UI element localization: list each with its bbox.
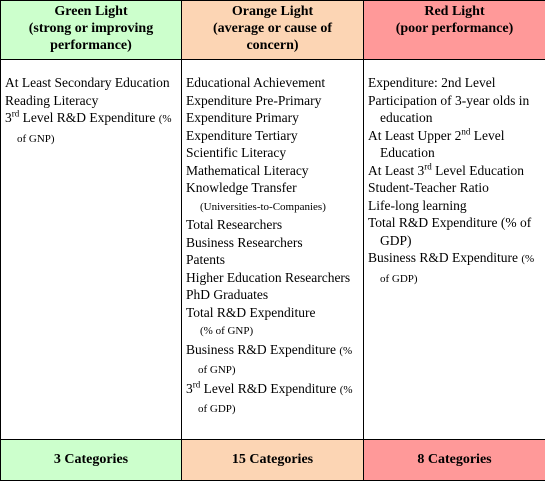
body-row: At Least Secondary Education Reading Lit… xyxy=(0,59,545,440)
list-item: Expenditure Pre-Primary xyxy=(186,92,322,108)
list-item: 3rd Level R&D Expenditure (% of GNP) xyxy=(5,108,172,145)
list-item: Participation of 3-year olds in educatio… xyxy=(368,92,530,126)
footer-green-count: 3 Categories xyxy=(0,439,182,481)
header-orange: Orange Light (average or cause of concer… xyxy=(181,0,364,60)
list-item: Knowledge Transfer (Universities-to-Compa… xyxy=(186,180,326,213)
list-item: Expenditure Primary xyxy=(186,110,299,125)
footer-orange-count: 15 Categories xyxy=(181,439,364,481)
header-red-title: Red Light xyxy=(424,4,485,19)
list-item: Business R&D Expenditure (% of GNP) xyxy=(186,341,353,377)
list-item: At Least Upper 2nd Level Education xyxy=(368,126,505,161)
list-item: Scientific Literacy xyxy=(186,145,287,160)
list-item: At Least Secondary Education xyxy=(5,75,170,90)
red-list: Expenditure: 2nd Level Participation of … xyxy=(363,59,545,440)
header-green-sub1: (strong or improving xyxy=(28,21,154,36)
header-red-sub1: (poor performance) xyxy=(395,21,514,36)
list-item: Patents xyxy=(186,252,225,267)
header-orange-sub1: (average or cause of xyxy=(212,21,333,36)
header-green-title: Green Light xyxy=(54,4,128,19)
footer-row: 3 Categories 15 Categories 8 Categories xyxy=(0,439,545,481)
list-item: Life-long learning xyxy=(368,197,467,213)
header-orange-title: Orange Light xyxy=(231,4,314,19)
list-item: PhD Graduates xyxy=(186,287,269,302)
header-orange-sub2: concern) xyxy=(246,38,299,53)
performance-table: Green Light (strong or improving perform… xyxy=(0,0,545,481)
footer-red-count: 8 Categories xyxy=(363,439,545,481)
list-item: Business R&D Expenditure (% of GDP) xyxy=(368,250,535,285)
green-list: At Least Secondary Education Reading Lit… xyxy=(0,59,182,440)
list-item: Total R&D Expenditure (% of GNP) xyxy=(186,304,316,338)
list-item: Expenditure: 2nd Level xyxy=(368,75,496,90)
list-item: At Least 3rd Level Education xyxy=(368,161,524,178)
list-item: Reading Literacy xyxy=(5,92,99,108)
list-item: Educational Achievement xyxy=(186,75,326,90)
header-green: Green Light (strong or improving perform… xyxy=(0,0,182,60)
orange-list: Educational Achievement Expenditure Pre-… xyxy=(181,59,364,440)
list-item: Total R&D Expenditure (% of GDP) xyxy=(368,215,532,248)
header-green-sub2: performance) xyxy=(50,38,132,53)
list-item: Mathematical Literacy xyxy=(186,162,309,178)
header-row: Green Light (strong or improving perform… xyxy=(0,0,545,60)
list-item: Business Researchers xyxy=(186,234,303,250)
list-item: Total Researchers xyxy=(186,217,283,232)
list-item: Expenditure Tertiary xyxy=(186,127,298,143)
list-item: Student-Teacher Ratio xyxy=(368,180,489,195)
header-red: Red Light (poor performance) xyxy=(363,0,545,60)
list-item: Higher Education Researchers xyxy=(186,269,351,285)
list-item: 3rd Level R&D Expenditure (% of GDP) xyxy=(186,379,353,416)
